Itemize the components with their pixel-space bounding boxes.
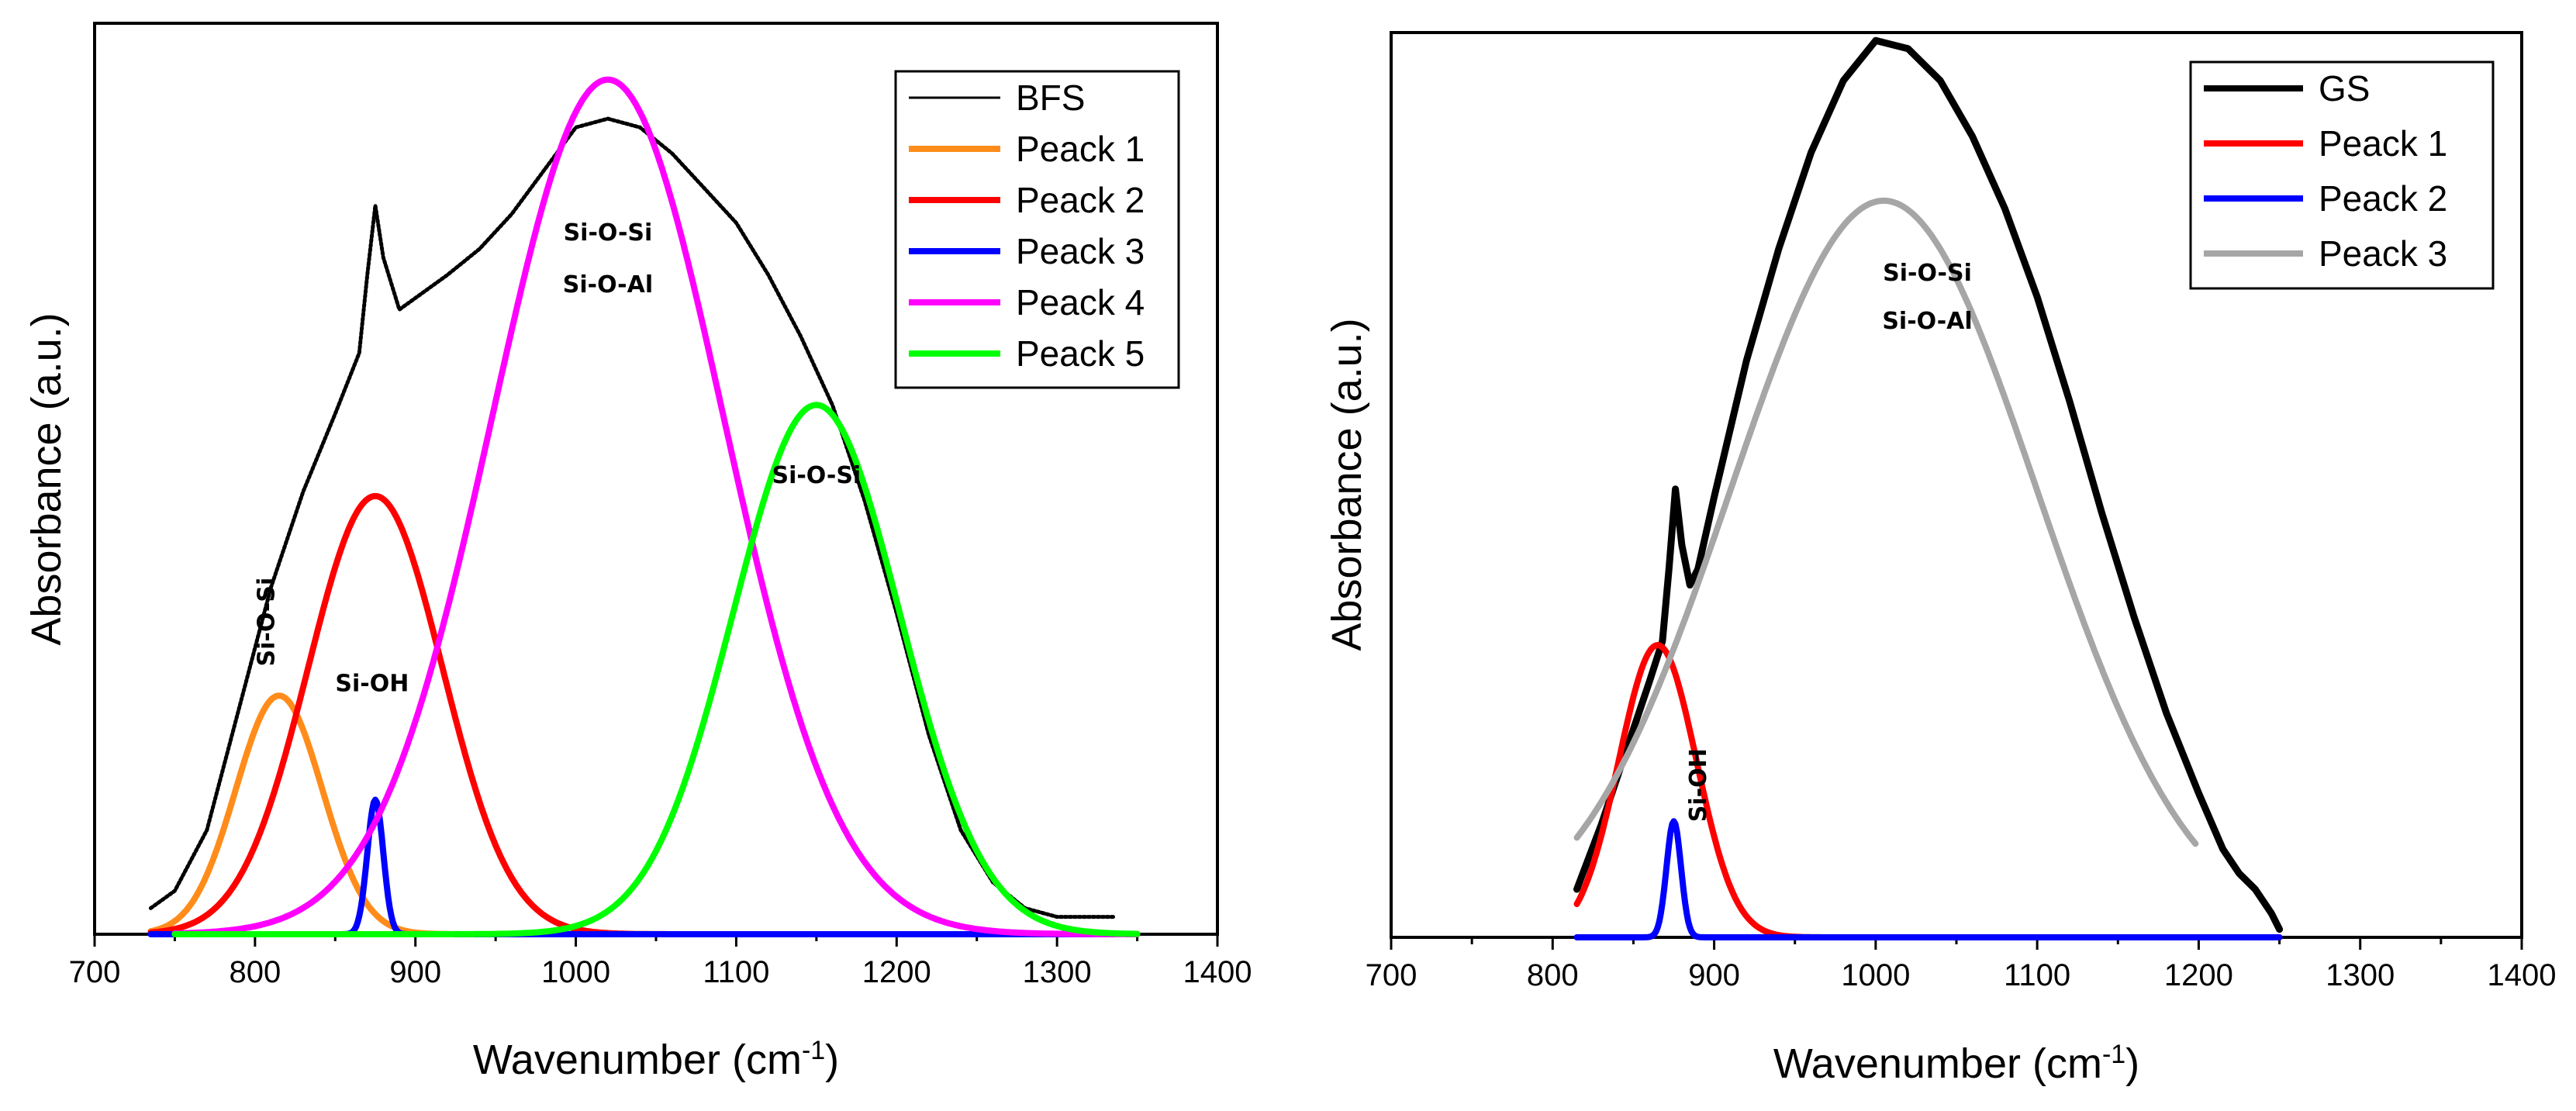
legend-entry: Peack 2: [2319, 178, 2447, 219]
x-tick-label: 900: [1688, 958, 1740, 992]
series-line-bfs: [148, 116, 1115, 920]
right-x-axis-title: Wavenumber (cm-1): [1773, 1040, 2139, 1087]
series-line-peack-1: [147, 692, 1117, 937]
x-tick-label: 800: [1527, 958, 1579, 992]
legend-entry: Peack 2: [1016, 180, 1145, 220]
x-tick-label: 1100: [2004, 958, 2070, 992]
legend-entry: Peack 1: [1016, 129, 1145, 169]
peak-annotation: Si-O-Al: [563, 271, 653, 298]
peak-annotation: Si-O-Si: [564, 219, 653, 247]
left-chart: 700 800 900 1000 1100 1200 1300 1400 BFS Peack 1…: [23, 22, 1252, 1083]
series-line-peack-2: [147, 492, 1117, 937]
series-line-gs: [1573, 36, 2284, 933]
x-tick-label: 700: [69, 955, 121, 989]
peak-annotation: Si-O-Si: [254, 578, 281, 667]
x-tick-label: 1300: [1023, 955, 1092, 989]
left-legend: BFS Peack 1 Peack 2 Peack 3 Peack 4 Peack 5: [894, 70, 1180, 389]
legend-entry: Peack 3: [1016, 231, 1145, 271]
peak-annotation: Si-OH: [335, 671, 409, 698]
x-tick-label: 1400: [1183, 955, 1252, 989]
legend-entry: Peack 4: [1016, 282, 1145, 323]
series-line-peack-3: [1573, 197, 2199, 847]
left-annotations: Si-O-Si Si-O-Al Si-O-Si Si-OH Si-O-Si: [254, 219, 862, 698]
peak-annotation: Si-O-Al: [1882, 308, 1972, 335]
x-tick-label: 700: [1366, 958, 1417, 992]
x-tick-label: 1000: [1841, 958, 1910, 992]
left-x-axis-title: Wavenumber (cm-1): [473, 1036, 839, 1083]
legend-entry: BFS: [1016, 78, 1085, 118]
left-legend-box: [894, 70, 1180, 389]
x-tick-label: 800: [229, 955, 281, 989]
x-tick-label: 1300: [2326, 958, 2395, 992]
x-tick-label: 1000: [541, 955, 610, 989]
legend-entry: GS: [2319, 68, 2370, 109]
x-tick-label: 1200: [2164, 958, 2233, 992]
legend-entry: Peack 3: [2319, 233, 2447, 274]
right-legend: GS Peack 1 Peack 2 Peack 3: [2189, 60, 2495, 290]
x-tick-label: 1100: [703, 955, 769, 989]
series-line-peack-2: [1573, 818, 2283, 940]
series-line-peack-5: [171, 402, 1141, 937]
right-chart: 700 800 900 1000 1100 1200 1300 1400 GS Peack 1 P…: [1324, 31, 2557, 1087]
peak-annotation: Si-O-Si: [772, 462, 861, 489]
left-curves: [147, 76, 1141, 937]
x-tick-label: 1400: [2488, 958, 2557, 992]
right-annotations: Si-O-Si Si-O-Al Si-OH: [1685, 260, 1973, 822]
right-x-ticks: 700 800 900 1000 1100 1200 1300 1400: [1366, 937, 2557, 992]
legend-entry: Peack 5: [1016, 333, 1145, 374]
right-curves: [1573, 36, 2284, 940]
series-line-peack-4: [171, 76, 1141, 937]
peak-annotation: Si-O-Si: [1883, 260, 1972, 287]
legend-entry: Peack 1: [2319, 123, 2447, 164]
x-tick-label: 900: [389, 955, 441, 989]
left-x-ticks: 700 800 900 1000 1100 1200 1300 1400: [69, 934, 1252, 989]
right-y-axis-title: Absorbance (a.u.): [1324, 318, 1370, 650]
x-tick-label: 1200: [862, 955, 931, 989]
peak-annotation: Si-OH: [1685, 748, 1712, 822]
left-y-axis-title: Absorbance (a.u.): [23, 312, 70, 645]
